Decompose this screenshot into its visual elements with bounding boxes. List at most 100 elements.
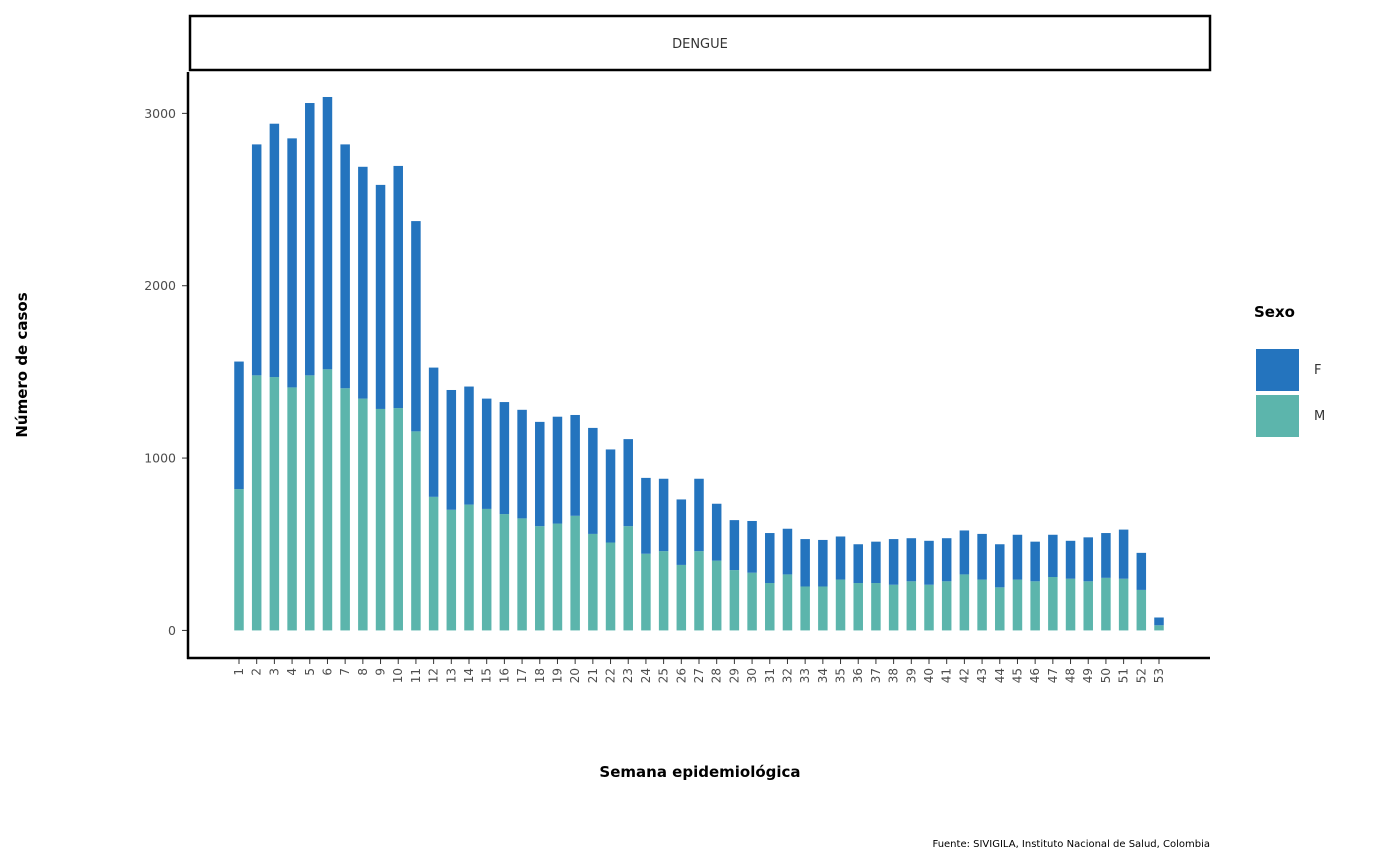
y-tick-label: 3000 [144,106,176,121]
bar-f-week-39 [906,538,917,582]
x-tick-label: 1 [232,668,246,676]
bar-m-week-40 [924,584,934,631]
bar-f-week-19 [552,416,563,524]
x-tick-label: 42 [957,668,971,683]
bar-m-week-30 [747,572,757,631]
x-tick-label: 11 [409,668,423,683]
bar-m-week-41 [941,581,952,631]
facet-strip: DENGUE [188,14,1212,72]
bar-f-week-30 [747,520,757,573]
x-axis: 1 2 3 4 5 6 7 8 9 10 11 12 13 14 15 16 17 18 19 20 21 22 23 24 2… [187,656,1210,683]
x-tick-label: 9 [374,668,388,676]
x-tick-label: 6 [320,668,334,676]
x-tick-label: 43 [975,668,989,683]
bar-m-week-4 [287,387,297,631]
bar-f-week-4 [287,138,297,388]
bar-m-week-48 [1065,578,1076,631]
bar-f-week-28 [711,503,722,561]
bar-f-week-50 [1101,533,1111,578]
x-tick-label: 20 [568,668,582,683]
bar-f-week-52 [1136,552,1147,590]
bar-f-week-1 [234,361,244,490]
bar-m-week-8 [358,398,368,631]
bar-f-week-31 [765,533,775,584]
bar-m-week-10 [393,408,403,631]
bar-f-week-27 [694,478,704,552]
bar-m-week-52 [1136,589,1147,631]
bar-f-week-22 [605,449,616,543]
bar-f-week-49 [1083,537,1093,582]
bar-f-week-51 [1118,529,1129,579]
bar-m-week-21 [588,533,598,631]
x-tick-label: 19 [550,668,564,683]
bar-m-week-25 [658,551,669,631]
bar-f-week-35 [835,536,846,580]
x-tick-label: 47 [1046,668,1060,683]
bar-f-week-36 [853,544,863,584]
bar-f-week-12 [428,367,439,497]
bar-m-week-39 [906,581,917,631]
x-tick-label: 21 [586,668,600,683]
x-tick-label: 13 [444,668,458,683]
bar-f-week-46 [1030,541,1040,582]
x-tick-label: 51 [1117,668,1131,683]
x-tick-label: 52 [1134,668,1148,683]
x-tick-label: 29 [727,668,741,683]
bar-f-week-26 [676,499,687,565]
bar-f-week-11 [411,221,421,432]
bar-m-week-37 [871,583,881,631]
bar-m-week-2 [251,375,262,631]
x-tick-label: 35 [834,668,848,683]
bar-m-week-36 [853,583,863,631]
bar-f-week-7 [340,144,350,389]
x-tick-label: 8 [356,668,370,676]
x-axis-title: Semana epidemiológica [599,763,800,781]
bar-f-week-6 [322,96,333,370]
x-tick-label: 25 [657,668,671,683]
bar-m-week-38 [888,584,899,631]
bar-m-week-1 [234,489,244,631]
bar-f-week-25 [658,478,669,552]
x-tick-label: 31 [763,668,777,683]
bar-m-week-26 [676,564,687,631]
bar-m-week-29 [729,570,740,631]
bar-f-week-24 [641,477,651,554]
bar-m-week-51 [1118,578,1129,631]
x-tick-label: 14 [462,668,476,683]
bar-m-week-35 [835,579,846,631]
x-tick-label: 2 [250,668,264,676]
legend-key-f [1256,349,1299,391]
bar-f-week-3 [269,123,280,378]
x-tick-label: 40 [922,668,936,683]
bar-m-week-12 [428,496,439,631]
x-tick-label: 24 [639,668,653,683]
x-tick-label: 38 [887,668,901,683]
bar-m-week-34 [818,586,828,631]
bar-m-week-33 [800,586,810,631]
x-tick-label: 46 [1028,668,1042,683]
legend-key-m [1256,395,1299,437]
x-tick-label: 30 [745,668,759,683]
bar-m-week-18 [535,526,545,631]
bar-f-week-33 [800,539,810,587]
bar-f-week-38 [888,539,899,585]
bar-m-week-53 [1154,625,1164,631]
bar-m-week-6 [322,369,333,631]
y-axis-title: Número de casos [13,292,31,437]
bar-m-week-42 [959,574,970,631]
bar-m-week-11 [411,431,421,631]
x-tick-label: 41 [940,668,954,683]
bar-f-week-2 [251,144,262,376]
bar-f-week-42 [959,530,970,575]
x-tick-label: 18 [533,668,547,683]
bar-m-week-45 [1012,579,1023,631]
legend-label-f: F [1314,363,1321,378]
bar-m-week-23 [623,526,633,631]
bar-f-week-10 [393,165,403,409]
bar-f-week-23 [623,439,633,527]
x-tick-label: 15 [480,668,494,683]
x-tick-label: 32 [780,668,794,683]
bar-m-week-24 [641,553,651,631]
bar-m-week-20 [570,515,580,631]
